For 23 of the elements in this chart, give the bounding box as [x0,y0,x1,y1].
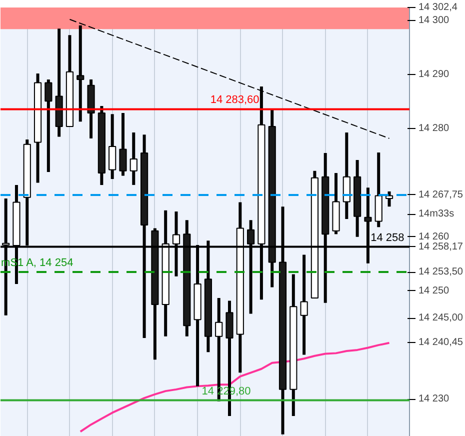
candlestick [385,191,394,207]
candlestick [76,25,84,122]
y-tick-label: 14 250 [418,285,450,296]
candlestick [300,254,308,355]
y-tick-label: 14 253,50 [418,266,464,278]
y-tick-label: 14 267,75 [418,189,464,200]
y-tick-label: 14m33s [418,208,454,220]
y-tick-label: 14 245,00 [418,312,464,324]
line-series [79,342,390,433]
y-tick-label: 14 260 [418,231,450,242]
candlestick [130,132,138,185]
candlestick [44,79,52,172]
y-tick-label: 14 230 [418,394,450,405]
y-tick-label: 14 240,45 [418,337,464,348]
candlestick [119,112,127,176]
y-tick-label: 14 280 [418,123,450,134]
ref-line-label: 14 283,60 [210,94,260,106]
y-tick-label: 14 258,17 [418,241,464,252]
candlestick [108,114,116,179]
y-tick-label: 14 302,4 [418,2,458,13]
y-tick-label: 14 290 [418,69,450,80]
y-tick-label: 14 300 [418,14,450,26]
ref-line-label: 14 258 [370,232,404,244]
